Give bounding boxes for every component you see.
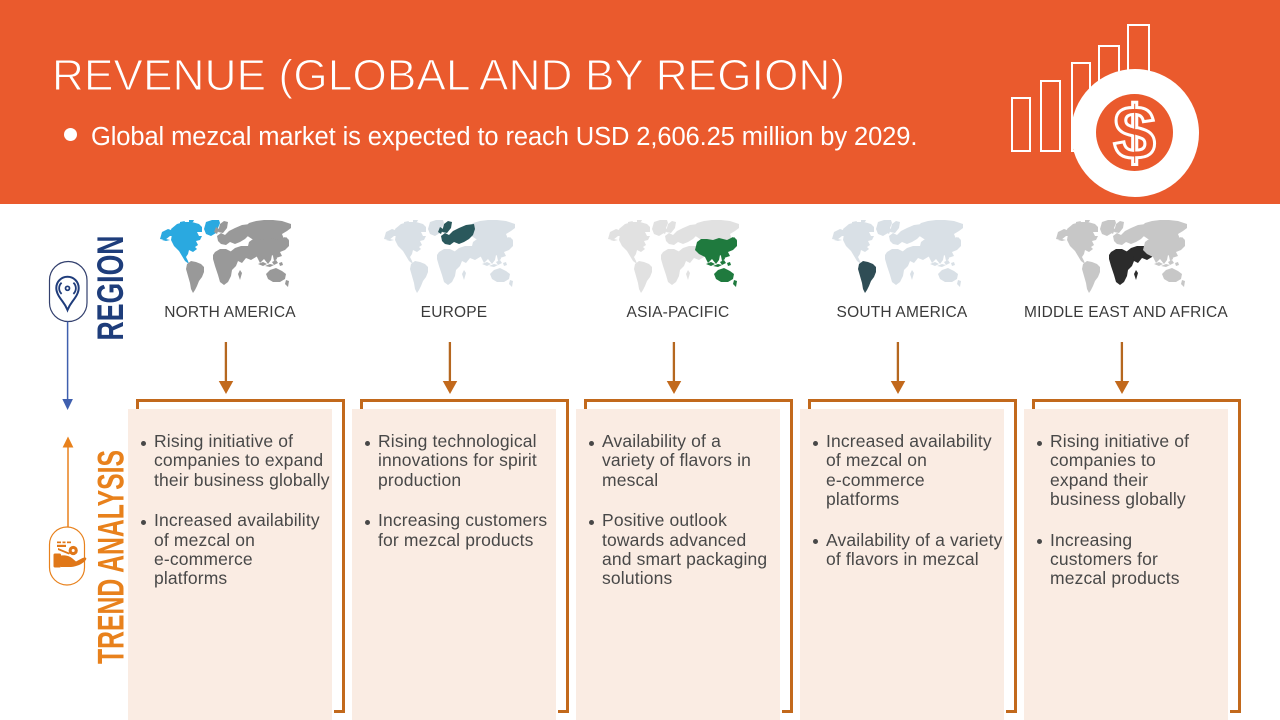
svg-text:TREND ANALYSIS: TREND ANALYSIS <box>91 450 130 664</box>
svg-text:REGION: REGION <box>90 236 130 341</box>
svg-text:$: $ <box>1113 94 1155 171</box>
